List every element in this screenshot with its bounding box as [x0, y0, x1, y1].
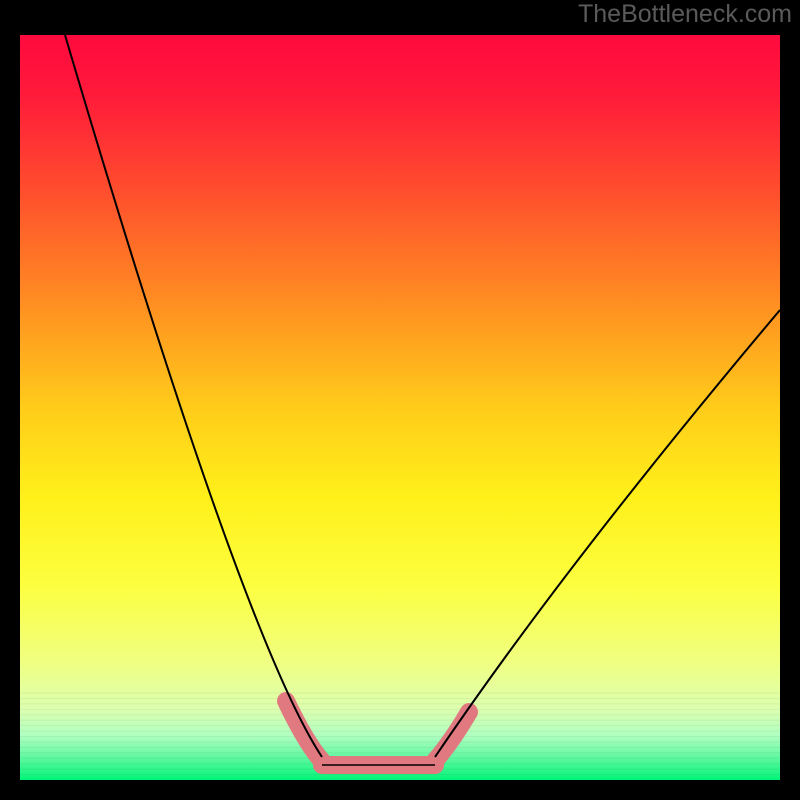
chart-stage: TheBottleneck.com [0, 0, 800, 800]
plot-area [20, 35, 780, 780]
chart-svg [0, 0, 800, 800]
